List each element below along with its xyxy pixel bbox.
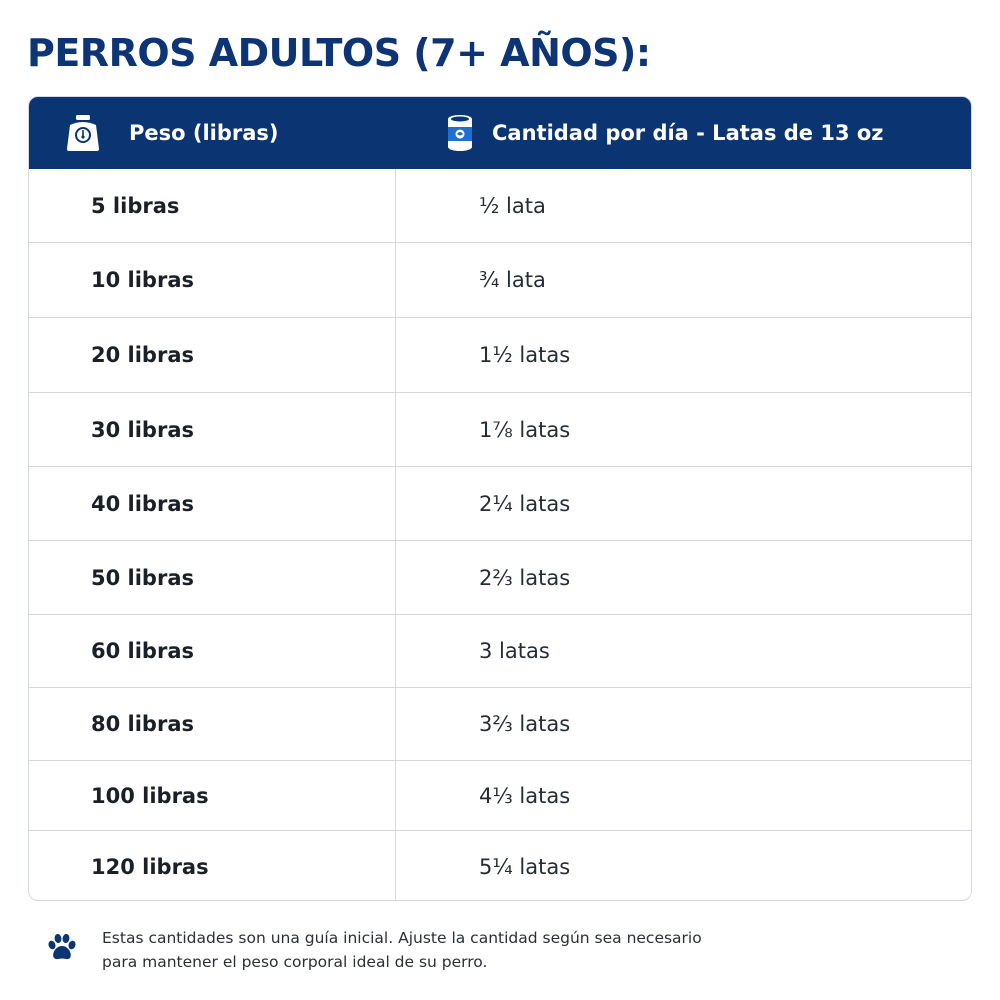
weight-cell: 100 libras: [91, 783, 209, 808]
amount-cell: 1½ latas: [479, 343, 571, 367]
table-row: 50 libras 2⅔ latas: [29, 540, 971, 614]
weight-cell: 5 libras: [91, 193, 180, 218]
table-row: 10 libras ¾ lata: [29, 242, 971, 317]
table-row: 120 libras 5¼ latas: [29, 830, 971, 900]
footnote-line-2: para mantener el peso corporal ideal de …: [102, 953, 488, 971]
weight-cell: 20 libras: [91, 343, 194, 367]
weight-cell: 80 libras: [91, 712, 194, 736]
table-row: 100 libras 4⅓ latas: [29, 760, 971, 830]
weight-cell: 30 libras: [91, 417, 194, 442]
amount-cell: 4⅓ latas: [479, 783, 571, 808]
amount-cell: 5¼ latas: [479, 854, 571, 879]
can-icon: [444, 113, 476, 153]
table-row: 60 libras 3 latas: [29, 614, 971, 687]
weight-cell: 10 libras: [91, 268, 194, 292]
amount-cell: ¾ lata: [479, 268, 546, 292]
footnote: Estas cantidades son una guía inicial. A…: [46, 926, 742, 974]
column-divider: [395, 169, 396, 900]
weight-cell: 60 libras: [91, 639, 194, 663]
amount-cell: 3 latas: [479, 639, 550, 663]
footnote-line-1: Estas cantidades son una guía inicial. A…: [102, 929, 702, 947]
weight-cell: 50 libras: [91, 565, 194, 590]
table-row: 5 libras ½ lata: [29, 169, 971, 242]
table-row: 80 libras 3⅔ latas: [29, 687, 971, 760]
weight-cell: 40 libras: [91, 491, 194, 516]
amount-cell: ½ lata: [479, 193, 546, 218]
amount-cell: 3⅔ latas: [479, 712, 571, 736]
paw-icon: [46, 932, 78, 964]
table-row: 30 libras 1⅞ latas: [29, 392, 971, 466]
amount-cell: 1⅞ latas: [479, 417, 571, 442]
feeding-table: Peso (libras) Cantidad por día - Latas d…: [28, 96, 972, 901]
footnote-text: Estas cantidades son una guía inicial. A…: [102, 926, 742, 974]
page-title: PERROS ADULTOS (7+ AÑOS):: [27, 31, 651, 75]
table-row: 20 libras 1½ latas: [29, 317, 971, 392]
table-header: Peso (libras) Cantidad por día - Latas d…: [29, 97, 971, 169]
amount-cell: 2¼ latas: [479, 491, 571, 516]
header-weight-label: Peso (libras): [129, 121, 279, 145]
table-row: 40 libras 2¼ latas: [29, 466, 971, 540]
header-weight: Peso (libras): [65, 97, 279, 169]
scale-icon: [65, 113, 101, 153]
header-amount-label: Cantidad por día - Latas de 13 oz: [492, 121, 884, 145]
table-body: 5 libras ½ lata 10 libras ¾ lata 20 libras 1½…: [29, 169, 971, 900]
header-amount: Cantidad por día - Latas de 13 oz: [444, 97, 884, 169]
amount-cell: 2⅔ latas: [479, 565, 571, 590]
weight-cell: 120 libras: [91, 854, 209, 879]
